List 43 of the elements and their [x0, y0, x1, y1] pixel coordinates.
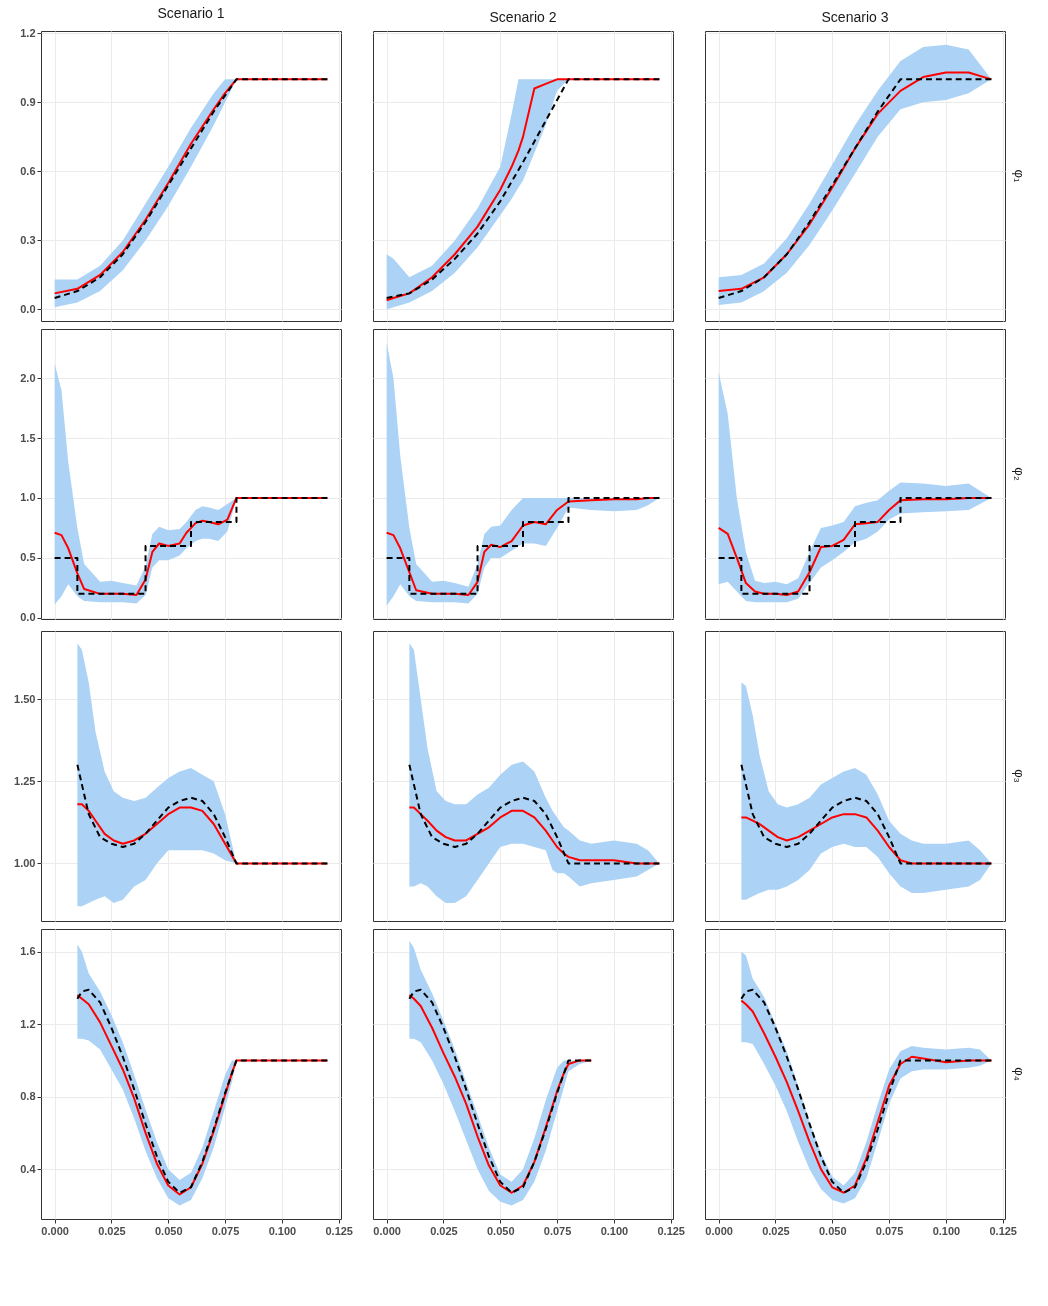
y-tick-label: 1.5: [20, 431, 36, 444]
x-tick-label: 0.125: [989, 1224, 1017, 1237]
y-tick-label: 0.3: [20, 233, 36, 246]
chart-title: Scenario 1: [157, 5, 225, 22]
y-tick-label: 0.8: [20, 1090, 36, 1103]
x-tick-label: 0.000: [41, 1224, 69, 1237]
y-tick-label: 0.0: [20, 611, 36, 624]
x-tick-label: 0.025: [430, 1224, 458, 1237]
x-tick-label: 0.025: [762, 1224, 790, 1237]
y-tick-label: 2.0: [20, 371, 36, 384]
y-tick-label: 0.5: [20, 551, 36, 564]
y-tick-label: 1.25: [14, 774, 36, 787]
x-tick-label: 0.050: [487, 1224, 515, 1237]
y2-axis-title: φ₁: [1012, 169, 1027, 184]
x-tick-label: 0.000: [705, 1224, 733, 1237]
y-tick-label: 0.0: [20, 302, 36, 315]
x-tick-label: 0.050: [155, 1224, 183, 1237]
x-tick-label: 0.050: [819, 1224, 847, 1237]
x-tick-label: 0.000: [373, 1224, 401, 1237]
line-series: [76, 763, 329, 865]
y2-axis-title: φ₄: [1012, 1067, 1027, 1081]
x-tick-label: 0.100: [600, 1224, 629, 1237]
y-tick-label: 0.6: [20, 164, 36, 177]
x-tick-label: 0.100: [932, 1224, 961, 1237]
y-tick-label: 1.2: [20, 26, 36, 39]
x-tick-label: 0.075: [543, 1224, 572, 1237]
y-tick-label: 1.2: [20, 1017, 36, 1030]
x-tick-label: 0.075: [875, 1224, 904, 1237]
x-tick-label: 0.125: [657, 1224, 685, 1237]
y-tick-label: 1.50: [14, 692, 36, 705]
chart-title: Scenario 2: [489, 9, 557, 25]
x-tick-label: 0.025: [98, 1224, 126, 1237]
y-tick-label: 0.9: [20, 95, 36, 108]
y-tick-label: 0.4: [20, 1162, 37, 1175]
x-tick-label: 0.075: [211, 1224, 240, 1237]
chart-title: Scenario 3: [821, 9, 889, 25]
x-tick-label: 0.100: [268, 1224, 297, 1237]
y-tick-label: 1.0: [20, 491, 36, 504]
y-tick-label: 1.00: [14, 856, 36, 869]
x-tick-label: 0.125: [325, 1224, 353, 1237]
y2-axis-title: φ₂: [1012, 467, 1027, 481]
y-tick-label: 1.6: [20, 945, 36, 958]
y2-axis-title: φ₃: [1012, 769, 1027, 783]
